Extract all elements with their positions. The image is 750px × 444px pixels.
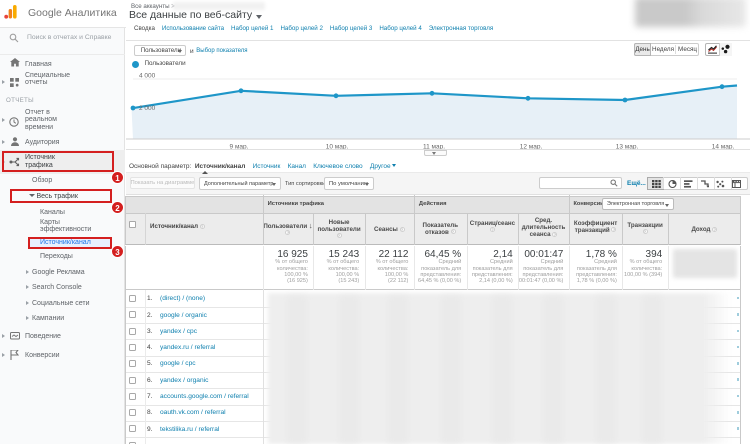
svg-text:12 мар.: 12 мар. [520, 144, 543, 151]
svg-text:14 мар.: 14 мар. [712, 144, 735, 151]
svg-text:4 000: 4 000 [139, 73, 156, 80]
svg-text:13 мар.: 13 мар. [616, 144, 639, 151]
svg-text:11 мар.: 11 мар. [423, 144, 445, 151]
svg-text:10 мар.: 10 мар. [326, 144, 349, 151]
svg-text:9 мар.: 9 мар. [230, 144, 249, 151]
svg-text:2 000: 2 000 [139, 105, 156, 112]
